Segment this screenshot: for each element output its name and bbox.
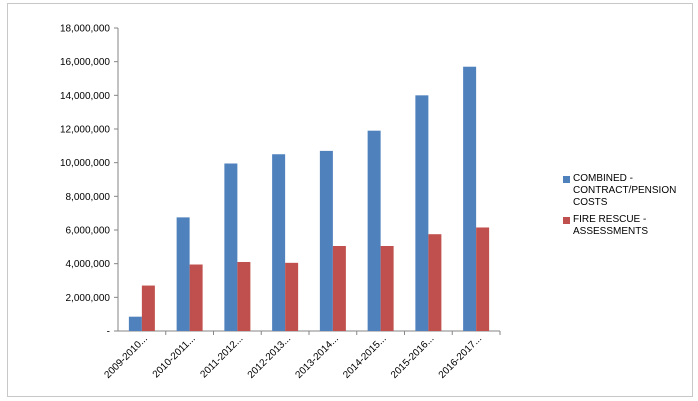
y-tick-label: 8,000,000 bbox=[66, 192, 111, 203]
y-tick-label: 6,000,000 bbox=[66, 226, 111, 237]
y-tick-label: 14,000,000 bbox=[60, 91, 110, 102]
bars bbox=[128, 66, 490, 331]
chart-frame bbox=[7, 3, 693, 397]
x-tick-label: 2012-2013... bbox=[246, 333, 293, 380]
x-tick-label: 2016-2017... bbox=[437, 333, 484, 380]
x-tick-label: 2013-2014... bbox=[293, 333, 340, 380]
x-tick-label: 2009-2010... bbox=[102, 333, 149, 380]
y-tick-label: 2,000,000 bbox=[66, 293, 111, 304]
legend-label-contract-pension: COMBINED - CONTRACT/PENSION COSTS bbox=[573, 173, 677, 208]
y-axis: - 2,000,000 4,000,000 6,000,000 8,000,000 10,… bbox=[60, 24, 119, 338]
bar-fire-rescue bbox=[141, 285, 155, 331]
bar-fire-rescue bbox=[285, 262, 299, 331]
legend-swatch-fire-rescue bbox=[563, 217, 570, 224]
legend-item-contract-pension: COMBINED - CONTRACT/PENSION COSTS bbox=[563, 173, 695, 209]
bar-contract-pension bbox=[272, 154, 286, 331]
bar-fire-rescue bbox=[476, 227, 490, 331]
bar-fire-rescue bbox=[189, 264, 203, 331]
x-tick-label: 2011-2012... bbox=[199, 333, 246, 380]
legend-label-fire-rescue: FIRE RESCUE - ASSESSMENTS bbox=[573, 214, 649, 237]
bar-fire-rescue bbox=[237, 261, 251, 331]
x-tick-label: 2010-2011... bbox=[151, 333, 198, 380]
bar-fire-rescue bbox=[380, 245, 394, 331]
bar-fire-rescue bbox=[428, 234, 442, 331]
x-tick-label: 2015-2016... bbox=[389, 333, 436, 380]
bar-contract-pension bbox=[463, 66, 477, 331]
bar-contract-pension bbox=[367, 130, 381, 331]
y-tick-label: 12,000,000 bbox=[60, 125, 110, 136]
bar-contract-pension bbox=[128, 316, 142, 331]
bar-fire-rescue bbox=[332, 245, 346, 331]
bar-contract-pension bbox=[224, 163, 238, 331]
y-tick-label: 4,000,000 bbox=[66, 259, 111, 270]
legend-swatch-contract-pension bbox=[563, 176, 570, 183]
x-tick-label: 2014-2015... bbox=[341, 333, 388, 380]
legend-item-fire-rescue: FIRE RESCUE - ASSESSMENTS bbox=[563, 214, 695, 238]
y-tick-label: 18,000,000 bbox=[60, 24, 110, 35]
legend: COMBINED - CONTRACT/PENSION COSTS FIRE R… bbox=[563, 173, 695, 243]
x-axis: 2009-2010... 2010-2011... 2011-2012... 2012… bbox=[102, 330, 501, 381]
bar-contract-pension bbox=[319, 150, 333, 331]
bar-contract-pension bbox=[415, 95, 429, 331]
bar-contract-pension bbox=[176, 217, 190, 331]
y-tick-label: 10,000,000 bbox=[60, 158, 110, 169]
y-tick-label: 16,000,000 bbox=[60, 57, 110, 68]
y-tick-label: - bbox=[107, 327, 110, 338]
